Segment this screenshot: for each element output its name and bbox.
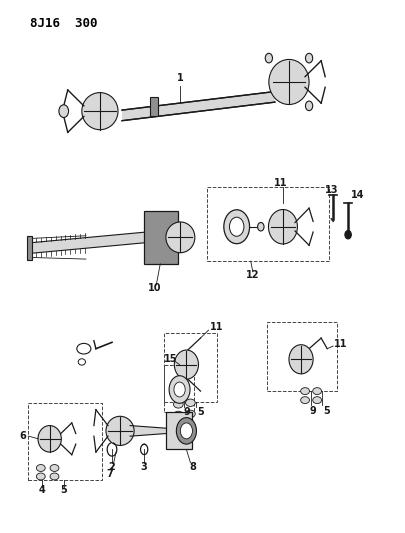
Text: 11: 11 [274,177,288,188]
Ellipse shape [269,60,309,104]
Text: 5: 5 [60,485,67,495]
Text: 10: 10 [147,282,161,293]
Bar [164,333,217,402]
Ellipse shape [313,387,322,394]
Ellipse shape [301,387,309,394]
Text: 2: 2 [109,462,115,472]
Ellipse shape [50,465,59,471]
Text: 8: 8 [189,462,196,472]
Ellipse shape [269,209,297,244]
Text: 5: 5 [197,407,204,417]
Bar [150,96,158,116]
Text: 1: 1 [177,73,184,83]
Bar [207,187,329,261]
Text: 13: 13 [325,184,339,195]
Ellipse shape [173,411,183,419]
Circle shape [176,418,196,444]
Polygon shape [122,92,275,120]
Ellipse shape [313,397,322,403]
Ellipse shape [185,399,195,407]
Text: 4: 4 [38,485,45,495]
Circle shape [345,230,351,239]
Polygon shape [32,232,146,253]
Ellipse shape [36,473,45,480]
Circle shape [59,105,68,117]
Polygon shape [130,425,166,436]
Ellipse shape [38,425,61,452]
Text: 15: 15 [164,354,177,364]
Ellipse shape [50,473,59,480]
Ellipse shape [82,93,118,130]
Ellipse shape [301,397,309,403]
Circle shape [305,101,313,111]
Circle shape [169,376,190,403]
Ellipse shape [289,345,313,374]
Text: 11: 11 [210,322,223,333]
Circle shape [230,217,244,236]
Circle shape [174,382,185,397]
Text: 5: 5 [323,406,330,416]
Circle shape [265,53,273,63]
Bar [164,365,194,413]
Bar [27,236,32,260]
Ellipse shape [36,465,45,471]
Ellipse shape [174,350,198,379]
Text: 9: 9 [310,406,316,416]
Bar [144,211,178,264]
Bar [28,403,102,480]
Circle shape [180,423,192,439]
Ellipse shape [106,416,134,446]
Text: 12: 12 [246,270,260,280]
Circle shape [224,210,249,244]
Ellipse shape [166,222,195,253]
Text: 14: 14 [351,190,365,200]
Text: 6: 6 [19,431,26,441]
Circle shape [258,222,264,231]
Text: 11: 11 [334,340,347,350]
Text: 3: 3 [141,462,147,472]
Text: 9: 9 [183,407,190,417]
Circle shape [305,53,313,63]
Bar [166,413,192,449]
Text: 8J16  300: 8J16 300 [30,17,97,30]
Text: 7: 7 [107,470,113,479]
Ellipse shape [173,401,183,408]
Ellipse shape [185,410,195,418]
Bar [267,322,337,391]
